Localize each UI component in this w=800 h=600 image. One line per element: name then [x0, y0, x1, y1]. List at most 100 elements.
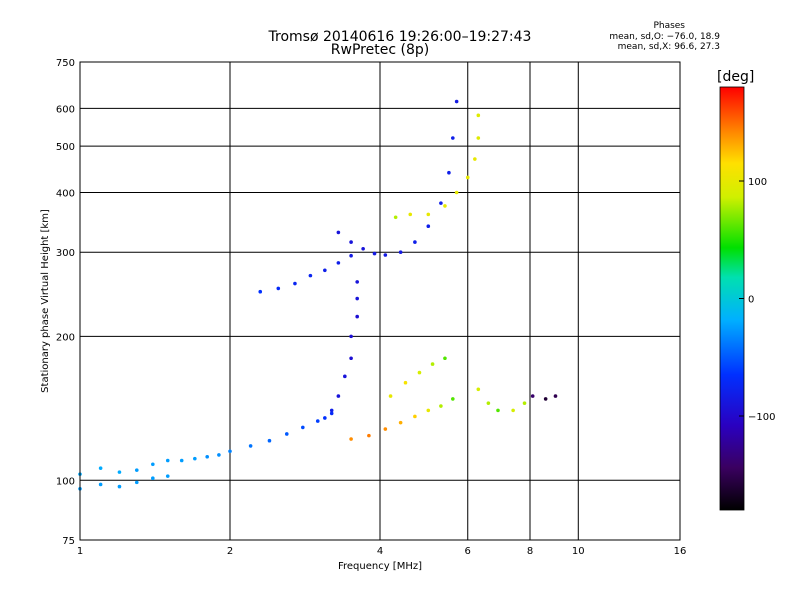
data-point [349, 334, 353, 339]
y-tick-label: 200 [56, 332, 75, 343]
data-point [388, 394, 393, 398]
data-point [553, 394, 558, 398]
x-tick-label: 16 [674, 546, 687, 557]
data-point [349, 356, 353, 361]
data-point [454, 99, 459, 104]
data-point [413, 240, 417, 244]
colorbar-tick-label: 100 [748, 177, 767, 188]
data-series [476, 387, 558, 413]
colorbar-ticks: 100 0 −100 [739, 177, 775, 423]
data-point [413, 414, 417, 419]
data-point [496, 408, 500, 413]
data-point [323, 416, 327, 420]
chart-subtitle: RwPretec (8p) [330, 42, 430, 58]
data-point [179, 458, 184, 463]
data-point [439, 404, 443, 408]
data-point [267, 438, 272, 443]
phase-stats-o: mean, sd,O: −76.0, 18.9 [609, 32, 720, 42]
x-tick-label: 10 [572, 546, 585, 557]
y-tick-label: 300 [56, 248, 75, 259]
data-point [426, 408, 431, 413]
data-series [336, 99, 459, 257]
data-point [447, 170, 451, 175]
data-point [329, 408, 334, 413]
data-point [228, 449, 232, 454]
data-point [193, 456, 197, 461]
y-tick-label: 75 [62, 536, 75, 547]
data-point [343, 374, 347, 379]
data-point [403, 380, 408, 385]
data-point [329, 411, 334, 416]
data-point [430, 362, 435, 366]
x-axis-label: Frequency [MHz] [338, 561, 422, 572]
data-point [308, 273, 313, 278]
data-point [398, 420, 403, 425]
data-point [284, 432, 289, 436]
data-point [301, 425, 305, 430]
data-point [398, 250, 403, 255]
data-point [98, 482, 103, 487]
phase-stats-x: mean, sd,X: 96.6, 27.3 [617, 42, 720, 52]
data-point [543, 397, 548, 401]
data-point [117, 470, 122, 474]
data-point [349, 437, 353, 441]
data-point [408, 212, 413, 217]
data-point [336, 394, 341, 398]
data-point [417, 370, 422, 375]
data-point [134, 468, 139, 472]
data-point [117, 484, 122, 489]
data-point [355, 314, 359, 319]
x-tick-label: 4 [377, 546, 383, 557]
data-point [336, 230, 341, 235]
data-point [151, 476, 155, 481]
data-point [355, 296, 359, 301]
data-point [165, 474, 170, 478]
y-tick-label: 400 [56, 188, 75, 199]
y-tick-label: 600 [56, 104, 75, 115]
y-tick-label: 500 [56, 142, 75, 153]
y-tick-label: 750 [56, 58, 75, 69]
data-point [383, 427, 388, 431]
data-point [511, 408, 515, 413]
data-point [293, 281, 297, 286]
data-point [454, 190, 459, 195]
data-point [522, 401, 527, 405]
plot-frame [79, 61, 681, 541]
data-series [393, 113, 481, 220]
x-tick-label: 1 [77, 546, 83, 557]
data-point [439, 201, 443, 205]
data-point [217, 453, 221, 457]
data-point [98, 466, 103, 470]
data-point [451, 397, 455, 401]
data-point [443, 356, 447, 361]
data-series [78, 411, 334, 476]
data-point [393, 215, 398, 220]
data-point [349, 253, 353, 258]
data-point [451, 136, 455, 140]
data-point [165, 458, 170, 463]
data-point [530, 394, 535, 398]
data-points [78, 99, 558, 491]
x-tick-label: 8 [527, 546, 533, 557]
x-tick-label: 6 [465, 546, 471, 557]
data-point [151, 462, 155, 467]
colorbar-unit-label: [deg] [717, 69, 755, 85]
data-point [355, 280, 359, 284]
chart-title: Tromsø 20140616 19:26:00–19:27:43 [268, 29, 532, 45]
y-axis: 75 100 200 300 400 500 600 750 [56, 58, 75, 547]
plot-grid [80, 62, 680, 540]
data-point [248, 444, 253, 448]
data-series [349, 397, 455, 441]
y-axis-label: Stationary phase Virtual Height [km] [40, 209, 51, 393]
data-point [476, 387, 481, 392]
data-point [372, 251, 377, 256]
data-point [476, 136, 481, 140]
colorbar-tick-label: 0 [748, 295, 754, 306]
data-point [443, 204, 447, 208]
data-point [476, 113, 481, 118]
data-point [383, 253, 388, 257]
data-series [78, 474, 170, 491]
data-point [473, 157, 477, 161]
